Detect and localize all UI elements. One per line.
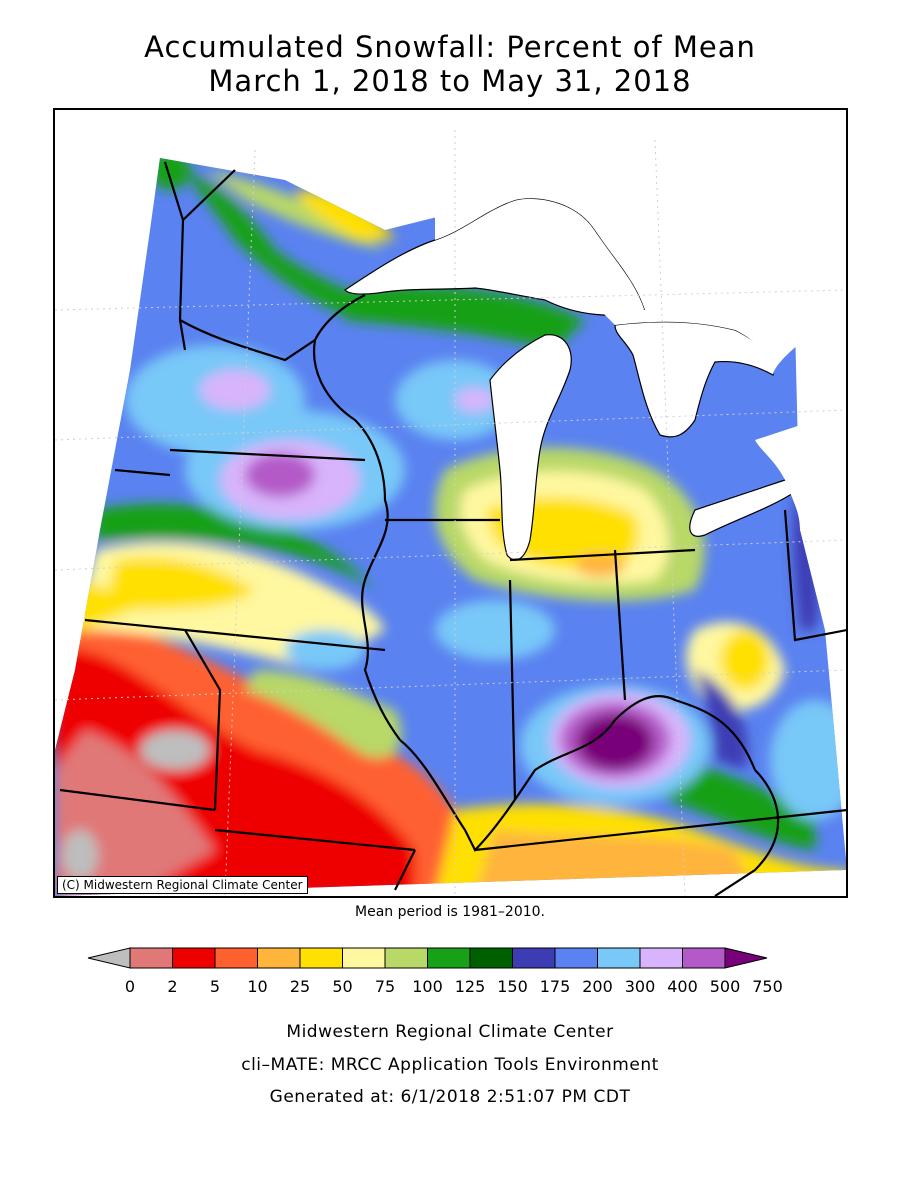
legend-tick-label: 300 — [625, 977, 656, 996]
legend-tick-label: 500 — [710, 977, 741, 996]
footer-tool: cli–MATE: MRCC Application Tools Environ… — [241, 1055, 659, 1075]
legend-ticks: 0 2 5 10 25 50 75 100 125 150 175 200 300 400 500 750 — [125, 977, 783, 996]
legend-swatch — [554, 947, 598, 969]
legend-swatch — [384, 947, 428, 969]
legend-swatch — [214, 947, 258, 969]
legend-tick-label: 5 — [210, 977, 220, 996]
legend-tick-label: 10 — [247, 977, 267, 996]
legend-swatch — [682, 947, 726, 969]
map-title: Accumulated Snowfall: Percent of Mean — [144, 30, 756, 64]
mean-period-note: Mean period is 1981–2010. — [355, 904, 545, 920]
legend-tick-label: 400 — [667, 977, 698, 996]
legend-tick-label: 0 — [125, 977, 135, 996]
map-subtitle: March 1, 2018 to May 31, 2018 — [208, 64, 692, 98]
legend-swatch — [427, 947, 471, 969]
legend-swatch — [597, 947, 641, 969]
legend-swatch — [639, 947, 683, 969]
legend-tick-label: 150 — [497, 977, 528, 996]
legend-swatch — [129, 947, 173, 969]
legend-swatch — [257, 947, 301, 969]
footer-generated: Generated at: 6/1/2018 2:51:07 PM CDT — [269, 1087, 631, 1107]
legend-tick-label: 100 — [412, 977, 443, 996]
legend-swatch — [299, 947, 343, 969]
legend-swatches — [87, 947, 768, 969]
great-lakes — [344, 130, 846, 561]
legend-swatch — [342, 947, 386, 969]
snowfall-map: (C) Midwestern Regional Climate Center — [53, 108, 848, 898]
copyright-label: (C) Midwestern Regional Climate Center — [57, 876, 308, 894]
legend-tick-label: 2 — [167, 977, 177, 996]
footer-org: Midwestern Regional Climate Center — [286, 1022, 614, 1042]
grid-lines — [55, 130, 846, 896]
state-borders — [59, 161, 846, 896]
legend-swatch — [512, 947, 556, 969]
legend-tick-label: 175 — [540, 977, 571, 996]
color-legend: 0 2 5 10 25 50 75 100 125 150 175 200 300 400 500 750 — [87, 947, 783, 996]
map-canvas — [55, 130, 846, 896]
legend-tick-label: 200 — [582, 977, 613, 996]
legend-tick-label: 750 — [752, 977, 783, 996]
legend-tick-label: 75 — [375, 977, 395, 996]
legend-tick-label: 25 — [290, 977, 310, 996]
legend-swatch — [469, 947, 513, 969]
legend-arrow-right — [724, 947, 768, 969]
legend-arrow-left — [87, 947, 131, 969]
legend-tick-label: 125 — [455, 977, 486, 996]
legend-tick-label: 50 — [332, 977, 352, 996]
legend-swatch — [172, 947, 216, 969]
